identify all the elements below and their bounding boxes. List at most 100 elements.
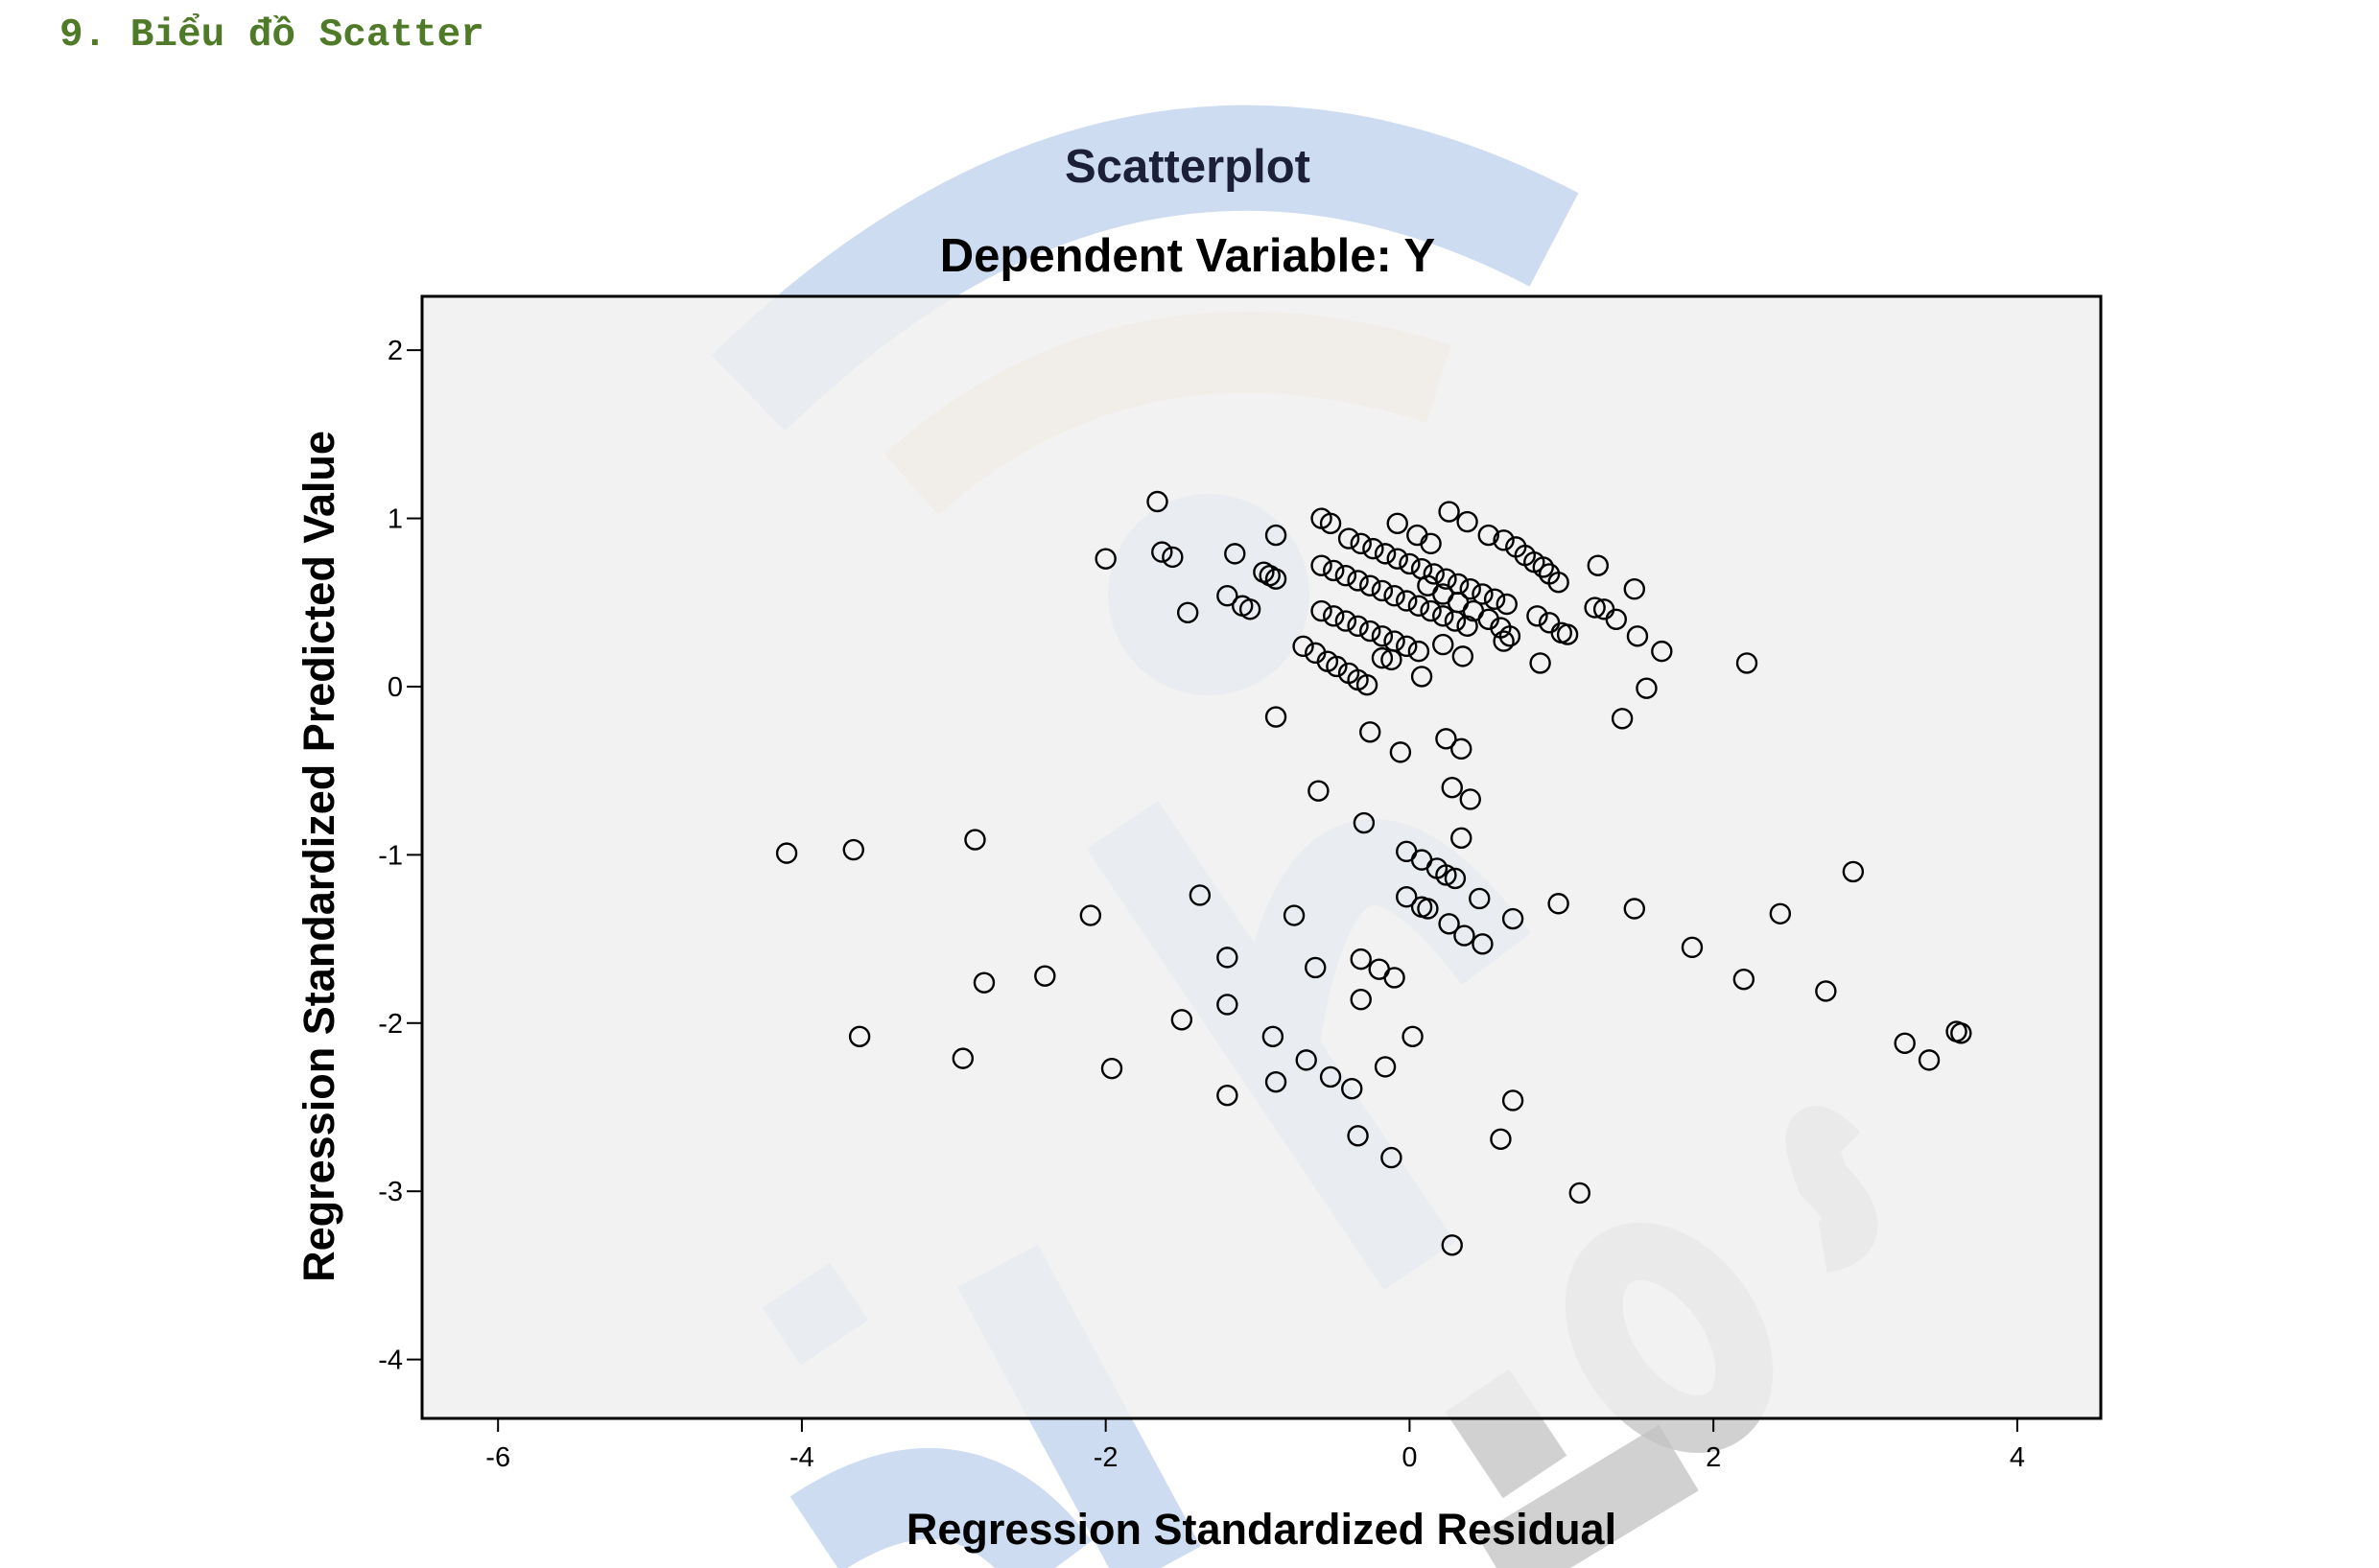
- scatter-point: [1151, 541, 1173, 563]
- scatter-point: [1438, 913, 1460, 935]
- scatter-point: [1532, 556, 1554, 578]
- scatter-point: [1459, 788, 1481, 810]
- scatter-point: [1815, 980, 1837, 1002]
- scatter-point: [1410, 666, 1433, 688]
- scatter-point: [1371, 625, 1394, 647]
- scatter-point: [1374, 1056, 1397, 1078]
- scatter-point: [1319, 512, 1342, 535]
- scatter-point: [1432, 633, 1454, 656]
- scatter-point: [973, 971, 996, 994]
- scatter-point: [1451, 645, 1474, 667]
- scatter-point: [1238, 598, 1261, 620]
- scatter-point: [1636, 677, 1658, 699]
- scatter-point: [1305, 956, 1327, 979]
- scatter-point: [1587, 554, 1609, 576]
- scatter-point: [1310, 599, 1332, 622]
- scatter-point: [1483, 588, 1506, 610]
- scatter-point: [1189, 884, 1212, 906]
- x-tick-label: -6: [485, 1442, 510, 1473]
- y-tick-label: -3: [378, 1177, 403, 1207]
- scatter-point: [1374, 543, 1397, 565]
- scatter-point: [1362, 537, 1384, 560]
- x-tick-label: 2: [1706, 1442, 1721, 1473]
- scatter-point: [1319, 1065, 1342, 1088]
- chart-title: Scatterplot: [1065, 141, 1310, 193]
- scatter-point: [1350, 989, 1372, 1011]
- scatter-point: [1337, 527, 1360, 550]
- scatter-point: [1292, 635, 1314, 658]
- x-tick-label: -2: [1094, 1442, 1119, 1473]
- scatter-point: [1399, 552, 1421, 575]
- scatter-point: [1380, 648, 1402, 671]
- scatter-point: [964, 829, 986, 851]
- scatter-point: [1310, 554, 1332, 576]
- scatter-point: [1386, 512, 1408, 535]
- scatter-point: [1435, 864, 1457, 886]
- scatter-point: [1295, 1049, 1317, 1071]
- scatter-point: [1950, 1022, 1972, 1044]
- x-axis: -6 -4 -2 0 2 4: [485, 1418, 2025, 1473]
- scatter-point: [1261, 1025, 1284, 1048]
- scatter-point: [775, 842, 798, 864]
- scatter-point: [1626, 625, 1649, 647]
- scatter-point: [1100, 1057, 1123, 1080]
- y-tick-label: -1: [378, 840, 403, 871]
- scatter-point: [1842, 860, 1865, 883]
- scatter-point: [1681, 936, 1704, 959]
- scatter-point: [1334, 610, 1357, 632]
- scatter-point: [1216, 947, 1238, 969]
- scatter-point: [842, 838, 864, 861]
- scatter-point: [1450, 737, 1472, 761]
- plot-area: [420, 294, 2103, 1420]
- scatter-point: [1386, 548, 1408, 570]
- scatter-point: [952, 1047, 975, 1069]
- scatter-point: [1732, 968, 1755, 991]
- scatter-point: [1469, 887, 1491, 910]
- scatter-point: [1444, 867, 1467, 890]
- scatter-point: [1359, 721, 1381, 743]
- scatter-point: [1224, 543, 1246, 565]
- scatter-point: [1472, 583, 1494, 605]
- scatter-point: [1456, 510, 1478, 533]
- scatter-point: [1170, 1009, 1193, 1031]
- scatter-point: [1769, 902, 1792, 924]
- scatter-point: [1501, 907, 1524, 930]
- y-tick-label: -2: [378, 1009, 403, 1040]
- scatter-point: [1568, 1182, 1590, 1205]
- scatter-point: [1605, 608, 1627, 630]
- scatter-point: [1490, 1128, 1512, 1151]
- y-tick-label: 1: [388, 504, 403, 535]
- scatter-point: [1389, 741, 1412, 763]
- scatter-point: [1456, 615, 1478, 638]
- scatter-point: [1420, 599, 1442, 622]
- y-tick-label: -4: [378, 1346, 403, 1376]
- scatter-point: [1326, 655, 1348, 678]
- x-tick-label: 4: [2010, 1442, 2025, 1473]
- y-axis-label: Regression Standardized Predicted Value: [294, 431, 343, 1282]
- scatter-point: [1623, 578, 1646, 600]
- scatter-point: [1547, 893, 1569, 915]
- scatter-point: [1584, 597, 1606, 619]
- scatter-point: [1380, 1146, 1402, 1169]
- scatter-point: [1477, 524, 1499, 547]
- scatter-point: [1498, 625, 1521, 647]
- x-tick-label: -4: [789, 1442, 814, 1473]
- scatter-point: [1095, 548, 1117, 570]
- scatter-point: [1383, 585, 1405, 607]
- scatter-point: [1407, 595, 1430, 617]
- scatter-point: [1216, 994, 1238, 1016]
- scatter-point: [1501, 1089, 1524, 1112]
- scatter-point: [1432, 605, 1454, 627]
- scatter-point: [1417, 898, 1439, 920]
- scatter-point: [1216, 1085, 1238, 1107]
- y-tick-label: 2: [388, 336, 403, 366]
- scatter-point: [1353, 811, 1376, 834]
- scatter-point: [1347, 615, 1369, 638]
- scatter-point: [1450, 827, 1472, 850]
- scatter-point: [1453, 924, 1475, 947]
- scatter-point: [1347, 570, 1369, 592]
- scatter-point: [1735, 652, 1758, 674]
- scatter-point: [1323, 605, 1345, 627]
- scatter-point: [1264, 1070, 1287, 1093]
- scatter-point: [1441, 1234, 1463, 1256]
